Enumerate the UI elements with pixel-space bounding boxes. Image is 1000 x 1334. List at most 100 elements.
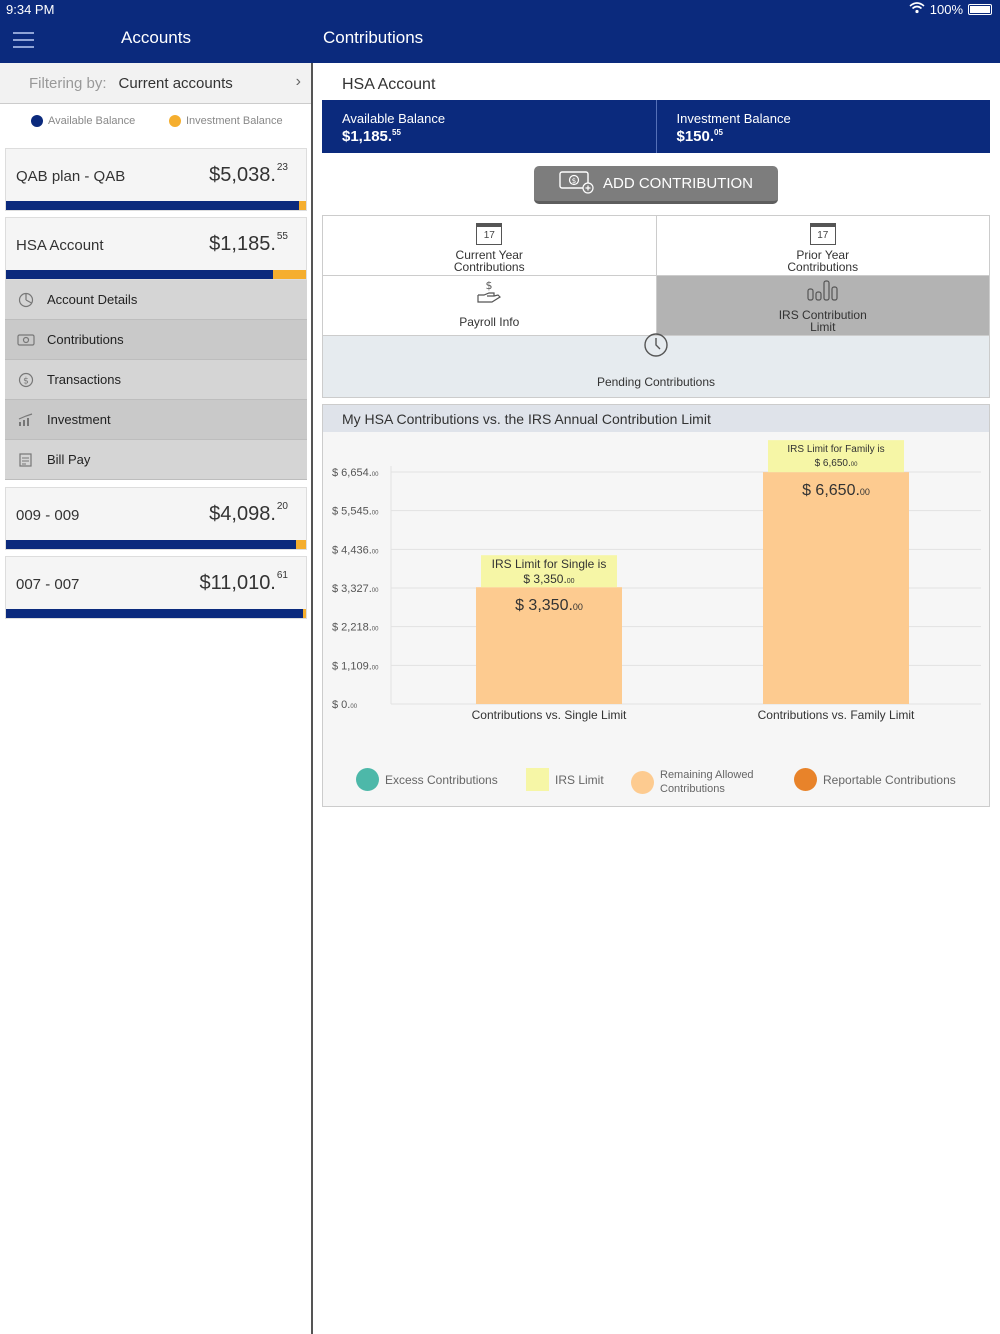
- tile-label: Contributions: [787, 260, 859, 274]
- account-card-007[interactable]: 007 - 007 $11,010.61: [5, 556, 307, 619]
- tile-label: Payroll Info: [459, 315, 520, 329]
- top-bar: 9:34 PM 100% Accounts Contributions: [0, 0, 1000, 63]
- available-balance: Available Balance $1,185.55: [322, 100, 656, 153]
- account-card-hsa[interactable]: HSA Account $1,185.55: [5, 217, 307, 280]
- tile-pending-contributions[interactable]: Pending Contributions: [323, 333, 989, 397]
- hsa-submenu: Account Details Contributions $ Transact…: [5, 280, 307, 480]
- submenu-bill-pay[interactable]: Bill Pay: [5, 440, 307, 480]
- calendar-icon: 17: [809, 223, 836, 245]
- calendar-icon: 17: [476, 223, 503, 245]
- pie-chart-icon: [5, 292, 47, 308]
- y-tick-label: $ 4,436.00: [332, 544, 379, 556]
- account-balance: $4,098.20: [209, 501, 288, 525]
- legend-irs-limit: IRS Limit: [526, 768, 604, 791]
- tile-irs-limit[interactable]: IRS Contribution Limit: [656, 276, 989, 336]
- submenu-account-details[interactable]: Account Details: [5, 280, 307, 320]
- filter-label: Filtering by:: [29, 74, 107, 92]
- contribution-tiles: 17 Current Year Contributions 17 Prior Y…: [322, 215, 990, 398]
- balance-bar: [6, 201, 306, 210]
- legend-investment-label: Investment Balance: [186, 115, 283, 127]
- battery-icon: [968, 4, 992, 15]
- bar-chart-icon: [807, 279, 839, 303]
- chart-title: My HSA Contributions vs. the IRS Annual …: [323, 405, 989, 432]
- account-card-009[interactable]: 009 - 009 $4,098.20: [5, 487, 307, 550]
- navy-dot-icon: [31, 115, 43, 127]
- filter-value: Current accounts: [118, 74, 233, 92]
- available-balance-value: $1,185.55: [342, 128, 401, 145]
- contributions-title: Contributions: [323, 28, 424, 47]
- account-balance: $5,038.23: [209, 162, 288, 186]
- svg-text:$: $: [486, 280, 493, 292]
- tile-label: IRS Contribution: [778, 308, 867, 322]
- submenu-contributions[interactable]: Contributions: [5, 320, 307, 360]
- legend-label: IRS Limit: [555, 772, 604, 787]
- irs-limit-chart: $ 6,654.00 $ 5,545.00 $ 4,436.00 $ 3,327.00…: [332, 440, 981, 722]
- legend-available-label: Available Balance: [48, 115, 136, 127]
- y-tick-label: $ 2,218.00: [332, 622, 379, 634]
- bill-icon: [5, 452, 47, 468]
- submenu-label: Account Details: [47, 292, 138, 307]
- account-name: QAB plan - QAB: [16, 168, 126, 185]
- legend-reportable: Reportable Contributions: [794, 768, 956, 791]
- account-balance: $11,010.61: [199, 570, 289, 594]
- account-title: HSA Account: [342, 76, 436, 93]
- account-name: 009 - 009: [16, 507, 80, 524]
- tile-prior-year[interactable]: 17 Prior Year Contributions: [656, 216, 989, 276]
- tile-current-year[interactable]: 17 Current Year Contributions: [323, 216, 657, 276]
- balance-strip: Available Balance $1,185.55 Investment B…: [322, 100, 990, 153]
- tile-label: Prior Year: [796, 248, 850, 262]
- legend-swatch-remaining: [631, 770, 654, 794]
- y-tick-label: $ 5,545.00: [332, 506, 379, 518]
- clock-icon: [643, 332, 669, 361]
- submenu-investment[interactable]: Investment: [5, 400, 307, 440]
- contributions-pane: HSA Account Available Balance $1,185.55 …: [315, 63, 1000, 1334]
- irs-limit-chart-panel: My HSA Contributions vs. the IRS Annual …: [322, 404, 990, 807]
- x-category-label: Contributions vs. Single Limit: [472, 708, 627, 722]
- legend-label: Excess Contributions: [385, 772, 498, 787]
- available-balance-label: Available Balance: [342, 111, 446, 126]
- accounts-pane: Filtering by: Current accounts › Availab…: [0, 63, 313, 1334]
- irs-limit-label: IRS Limit for Single is: [492, 557, 607, 571]
- investment-balance-value: $150.05: [676, 128, 723, 145]
- battery-percent: 100%: [929, 2, 963, 17]
- tile-label: Limit: [810, 320, 836, 334]
- irs-limit-value: $ 6,650.00: [815, 458, 858, 469]
- irs-limit-label: IRS Limit for Family is: [787, 444, 884, 455]
- irs-limit-marker: [481, 555, 617, 588]
- add-contribution-button[interactable]: $ ADD CONTRIBUTION: [534, 166, 778, 204]
- wifi-icon: [909, 2, 925, 17]
- irs-limit-value: $ 3,350.00: [523, 572, 574, 586]
- hand-dollar-icon: $: [476, 279, 502, 306]
- filter-row[interactable]: Filtering by: Current accounts ›: [0, 63, 311, 104]
- balance-bar: [6, 270, 306, 279]
- menu-icon[interactable]: [13, 32, 34, 48]
- remaining-contribution-bar: [476, 587, 622, 704]
- chevron-right-icon: ›: [295, 73, 301, 90]
- x-category-label: Contributions vs. Family Limit: [758, 708, 915, 722]
- submenu-label: Contributions: [47, 332, 124, 347]
- bar-value-label: $ 6,650.00: [802, 482, 870, 499]
- legend-available: Available Balance: [31, 115, 135, 127]
- investment-balance: Investment Balance $150.05: [655, 100, 991, 153]
- svg-text:$: $: [572, 177, 576, 185]
- account-card-qab[interactable]: QAB plan - QAB $5,038.23: [5, 148, 307, 211]
- submenu-label: Bill Pay: [47, 452, 91, 467]
- balance-bar: [6, 540, 306, 549]
- y-tick-label: $ 1,109.00: [332, 660, 379, 672]
- bar-value-label: $ 3,350.00: [515, 597, 583, 614]
- money-plus-icon: $: [559, 170, 595, 198]
- legend-swatch-excess: [356, 768, 379, 791]
- tile-payroll-info[interactable]: $ Payroll Info: [323, 276, 657, 336]
- accounts-title: Accounts: [121, 28, 191, 47]
- submenu-label: Investment: [47, 412, 111, 427]
- y-tick-label: $ 6,654.00: [332, 467, 379, 479]
- tile-label: Pending Contributions: [596, 375, 716, 389]
- legend-label: Reportable Contributions: [823, 772, 956, 787]
- chart-legend: Excess Contributions IRS Limit Remaining…: [323, 765, 989, 795]
- submenu-transactions[interactable]: $ Transactions: [5, 360, 307, 400]
- legend-swatch-irs: [526, 768, 549, 791]
- legend-investment: Investment Balance: [169, 115, 283, 127]
- money-icon: [5, 333, 47, 346]
- tile-label: Contributions: [453, 260, 525, 274]
- irs-limit-marker: [768, 440, 904, 473]
